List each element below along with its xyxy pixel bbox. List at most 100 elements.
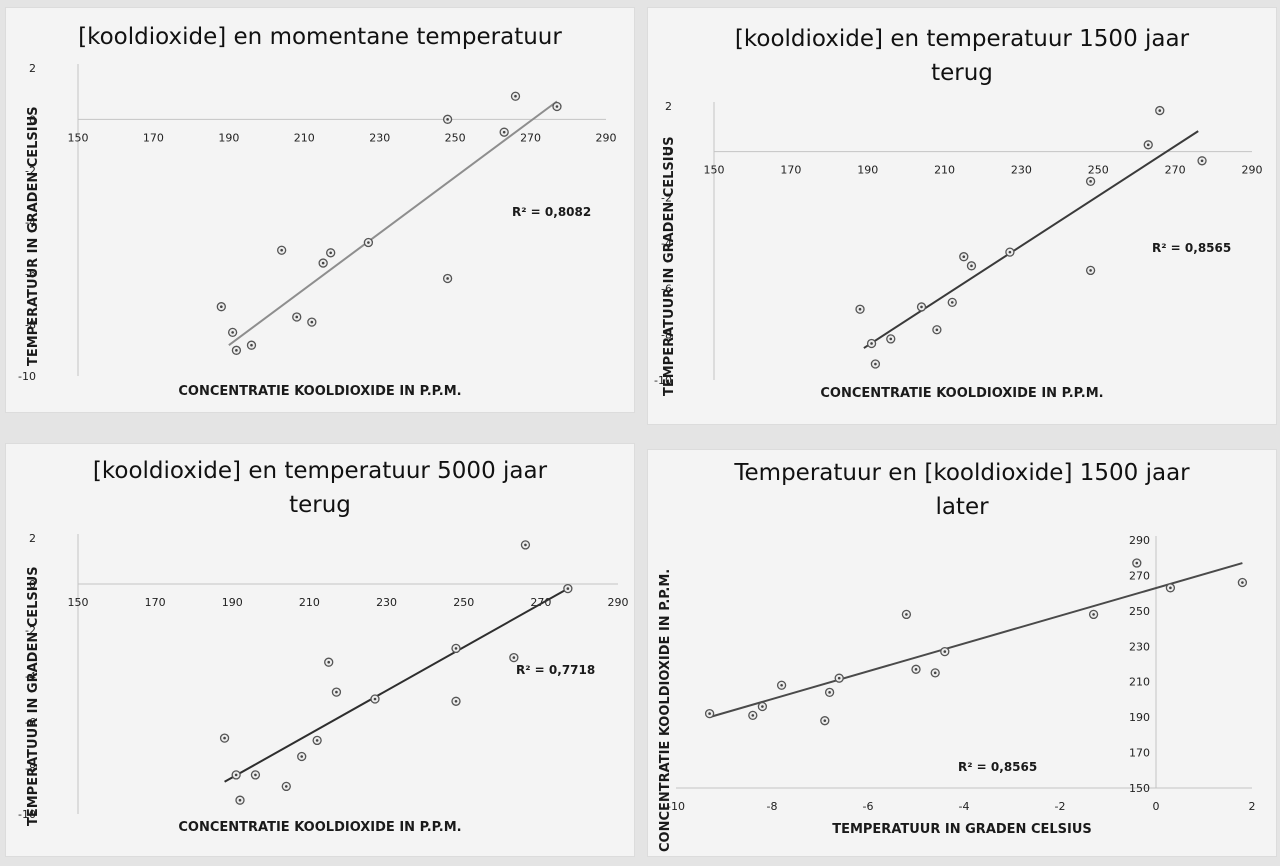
x-tick-label: 250 [445,131,466,144]
x-tick-label: 270 [520,131,541,144]
data-point [326,248,336,258]
data-point [1085,265,1096,276]
data-point [509,652,519,663]
data-point [324,657,334,667]
trendline [863,130,1199,349]
y-tick-label: 290 [1129,534,1150,547]
trendline [228,100,558,347]
x-tick-label: -2 [1055,800,1066,813]
chart-title: [kooldioxide] en momentane temperatuur [78,24,562,50]
data-point [281,781,291,792]
trendline [224,587,569,783]
y-tick-label: -4 [25,670,36,683]
data-point [499,127,509,137]
data-point [704,708,715,719]
y-tick-label: -4 [661,237,672,250]
data-point [820,716,830,726]
y-tick-label: 230 [1129,640,1150,653]
x-tick-label: 290 [596,131,617,144]
y-axis-label: TEMPERATUUR IN GRADEN CELSIUS [662,136,677,396]
y-axis-label: TEMPERATUUR IN GRADEN CELSIUS [26,566,41,826]
y-tick-label: -10 [18,808,36,821]
data-point [940,646,950,657]
data-point [855,304,865,314]
x-tick-label: -6 [863,800,874,813]
y-tick-label: 250 [1129,605,1150,618]
data-point [231,345,242,355]
y-tick-label: -10 [18,370,36,383]
chart-title: [kooldioxide] en temperatuur 5000 jaar t… [92,458,548,518]
y-tick-label: -2 [661,191,672,204]
data-point [870,359,881,369]
x-tick-label: 170 [143,131,164,144]
data-point [1197,156,1207,166]
y-tick-label: -10 [654,374,672,387]
r-squared-label: R² = 0,7718 [516,663,596,677]
data-point [930,668,940,678]
x-tick-label: 210 [934,164,955,177]
y-tick-label: -6 [25,267,36,280]
r-squared-label: R² = 0,8565 [958,760,1038,774]
x-tick-label: 150 [68,596,89,609]
data-point [297,751,307,762]
data-point [451,643,461,654]
data-point [776,680,787,690]
data-point [932,325,942,335]
y-tick-label: 2 [29,532,36,545]
y-tick-label: 0 [665,146,672,159]
chart-panel-temperatuur-1500-jaar-later: Temperatuur en [kooldioxide] 1500 jaar l… [648,450,1276,856]
x-tick-label: -4 [959,800,970,813]
data-point [442,114,453,124]
x-tick-label: 230 [369,131,390,144]
chart-panel-co2-5000-jaar-terug: [kooldioxide] en temperatuur 5000 jaar t… [6,444,634,856]
y-tick-label: -6 [661,283,672,296]
data-point [1143,140,1153,150]
data-point [442,273,453,284]
data-point [246,340,257,350]
x-tick-label: -8 [767,800,778,813]
data-point [520,540,531,550]
y-tick-label: -8 [25,319,36,332]
y-tick-label: -4 [25,216,36,229]
y-tick-label: 150 [1129,782,1150,795]
data-point [307,317,317,327]
data-point [1088,609,1099,620]
x-tick-label: 150 [704,164,725,177]
data-point [901,609,912,620]
y-tick-label: 170 [1129,747,1150,760]
chart-plot-area: -10 -8 -6 -4 -2 0 2 290 270 250 230 210 190 170 150 [667,534,1256,813]
x-tick-label: 250 [1088,164,1109,177]
x-tick-label: 0 [1153,800,1160,813]
data-point [1155,105,1165,116]
data-point [966,261,977,271]
data-point [959,252,969,262]
data-point [1132,558,1142,568]
x-tick-label: 190 [218,131,239,144]
x-tick-label: 270 [1165,164,1186,177]
data-point [1165,583,1176,593]
x-tick-label: 290 [1242,164,1263,177]
data-point [1005,247,1015,257]
x-tick-label: -10 [667,800,685,813]
data-point [834,673,844,683]
chart-panel-co2-1500-jaar-terug: [kooldioxide] en temperatuur 1500 jaar t… [648,8,1276,424]
data-point [563,583,573,594]
x-axis-label: CONCENTRATIE KOOLDIOXIDE IN P.P.M. [178,820,462,835]
y-tick-label: 0 [29,113,36,126]
data-point [231,770,241,780]
y-tick-label: -2 [25,624,36,637]
data-point [277,245,287,255]
y-tick-label: 0 [29,578,36,591]
data-point [947,297,957,308]
trendline [709,562,1243,719]
data-point [219,733,230,743]
x-tick-label: 2 [1249,800,1256,813]
data-point [216,302,226,312]
r-squared-label: R² = 0,8565 [1152,241,1232,255]
data-point [292,312,302,322]
x-tick-label: 290 [608,596,629,609]
data-point [748,710,758,721]
data-point [866,338,877,349]
x-tick-label: 150 [68,131,89,144]
data-point [916,302,927,312]
